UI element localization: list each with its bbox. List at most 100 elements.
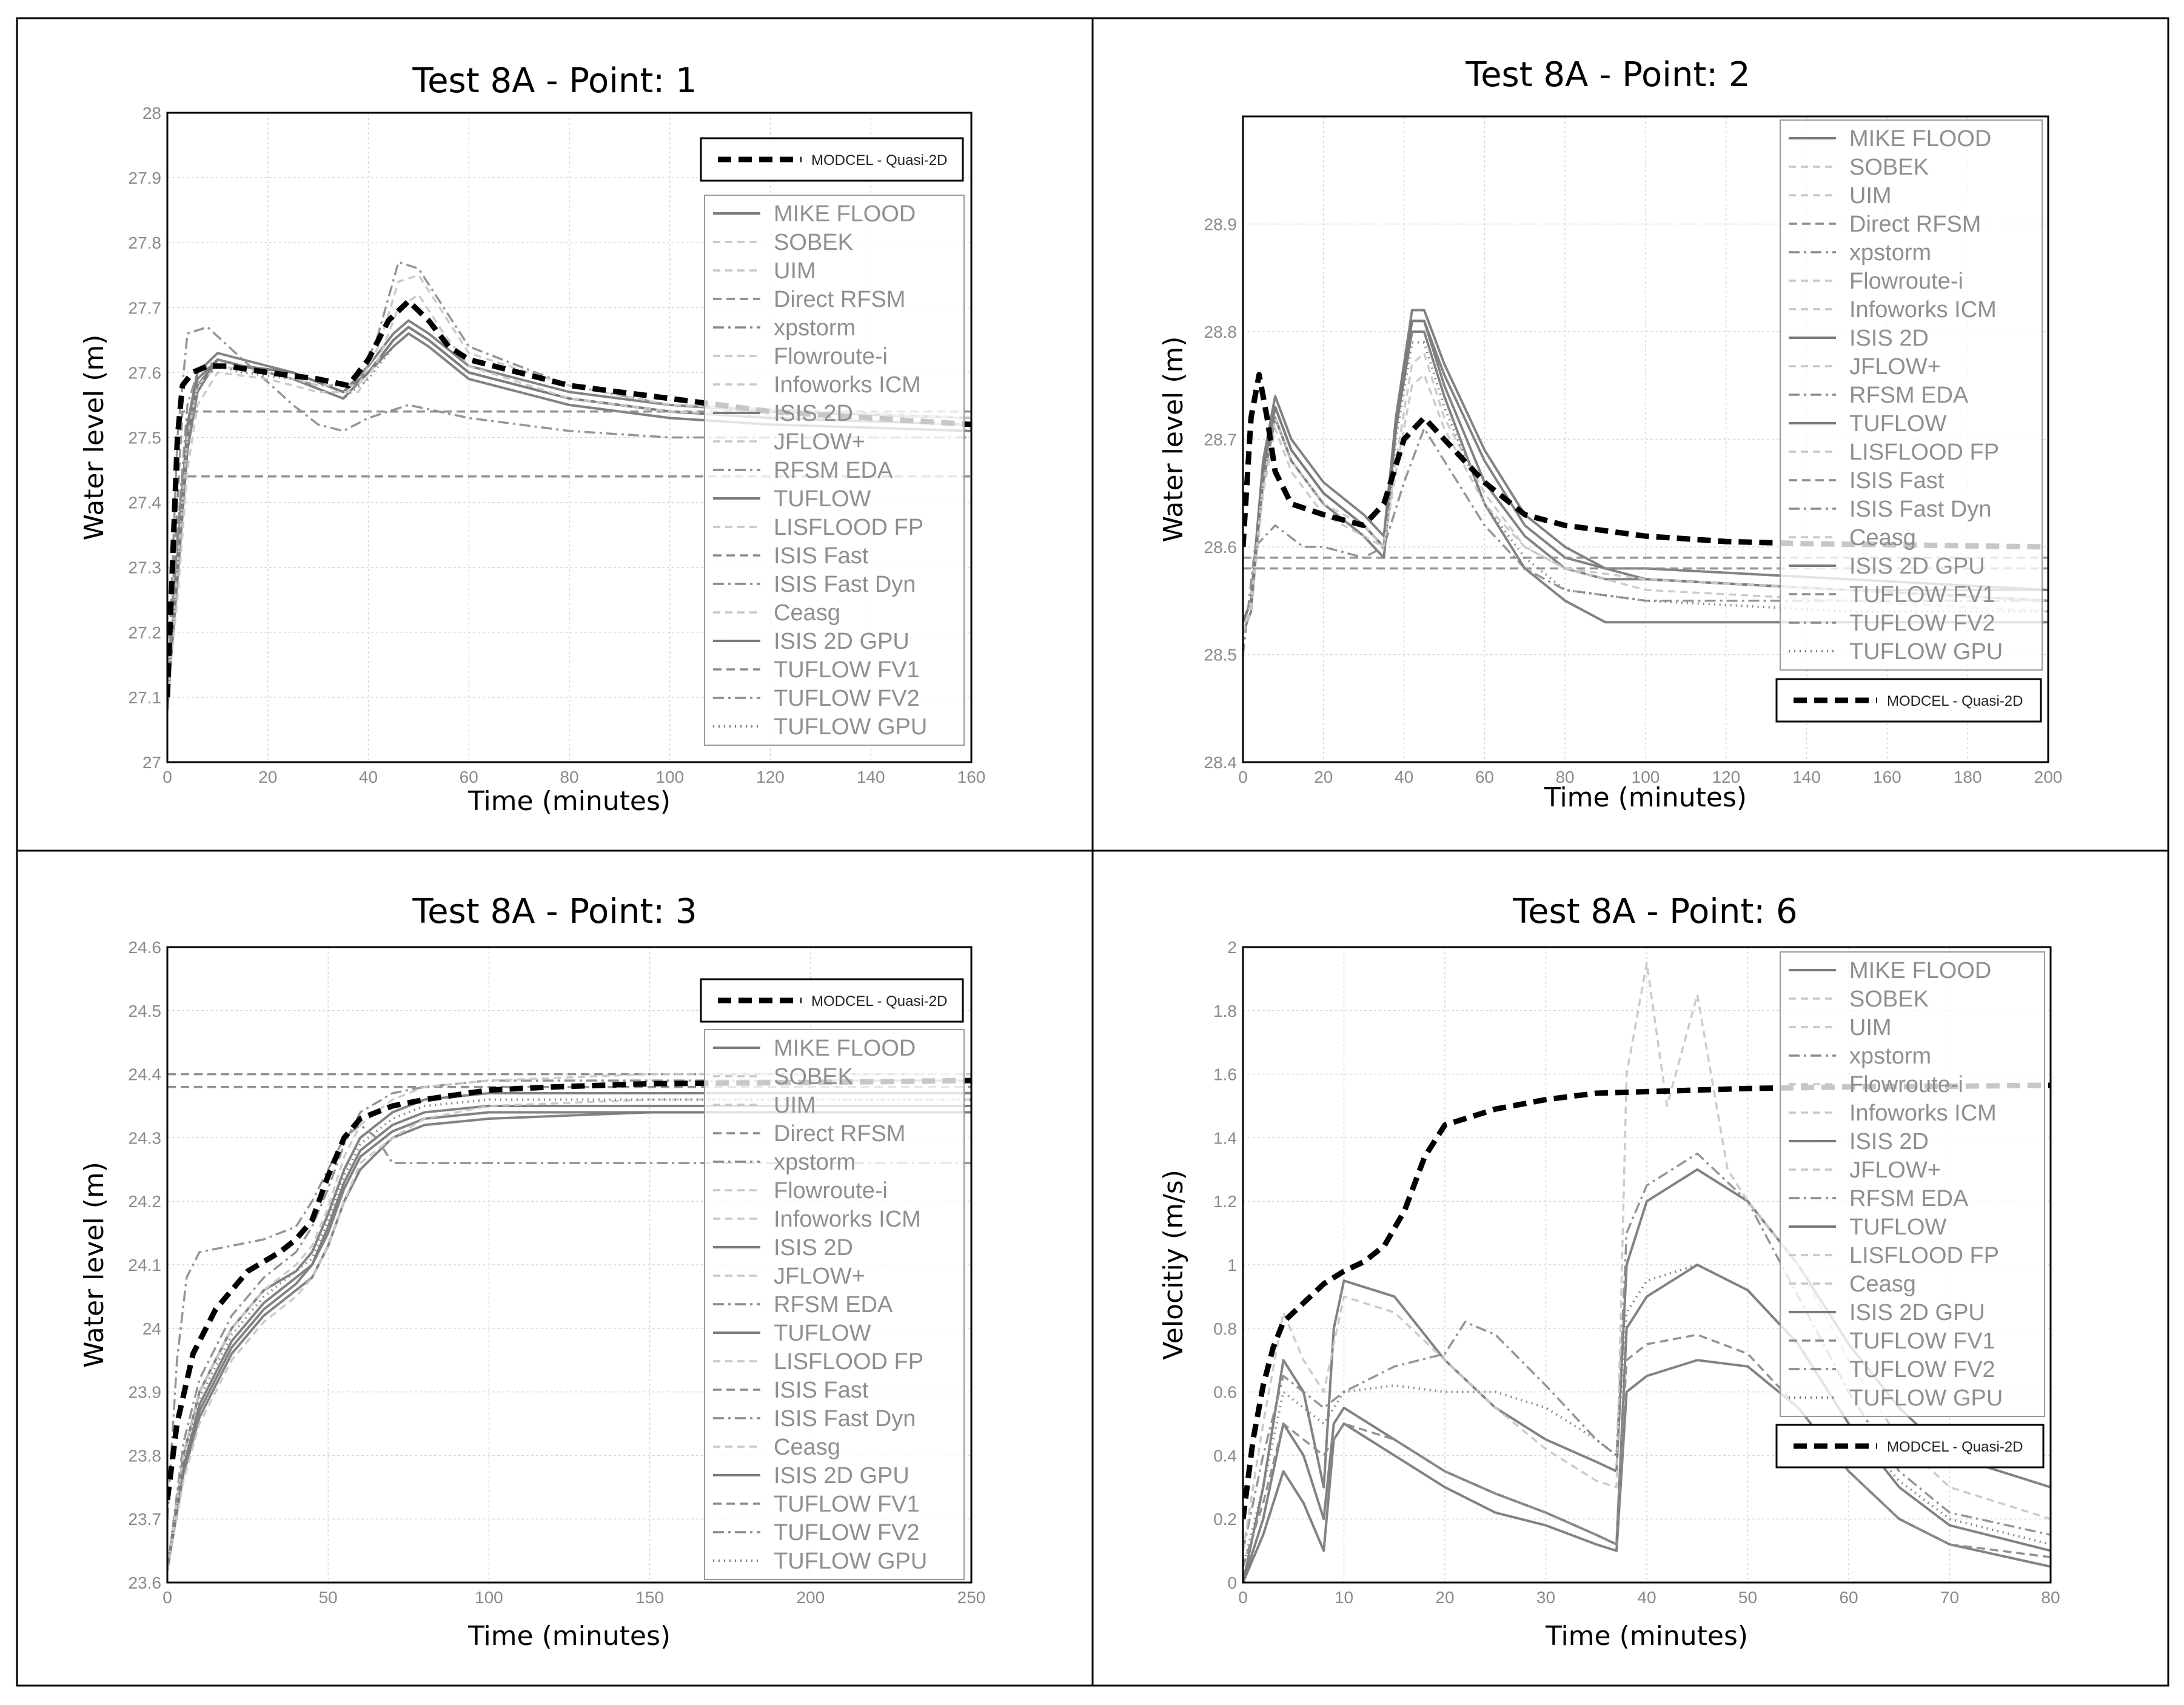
panel-3-x-tick-label: 200 [796,1588,825,1607]
panel-4-y-tick-label: 1.8 [1213,1002,1237,1020]
panel-2-legend-label-lisflood-fp: LISFLOOD FP [1849,440,1999,465]
panel-2-series-jflow [1243,373,2048,634]
panel-1-y-tick-label: 27.1 [129,688,162,707]
panel-1-legend-label-uim: UIM [774,258,816,284]
panel-1-legend-label-direct-rfsm: Direct RFSM [774,287,905,312]
panel-3-legend-label-isis-2d-gpu: ISIS 2D GPU [774,1463,909,1489]
panel-1-legend-box [704,195,965,746]
panel-3-y-tick-label: 23.9 [129,1383,162,1402]
panel-3-series-modcel-quasi-2d [167,1077,971,1501]
panel-4-x-tick-label: 60 [1839,1588,1858,1607]
panel-4-x-tick-label: 70 [1940,1588,1959,1607]
panel-2: Test 8A - Point: 2 0 20 40 60 80 100 120 140 160 1… [1158,55,2062,813]
panel-1-x-tick-label: 140 [857,768,885,786]
panel-1-x-tick-label: 20 [258,768,277,786]
panel-1-legend-label-tuflow: TUFLOW [774,486,871,512]
panel-2-legend-label-sobek: SOBEK [1849,155,1929,180]
panel-4-legend-label-infoworks-icm: Infoworks ICM [1849,1100,1997,1126]
panel-2-series-isis-2d-gpu [1243,320,2048,623]
panel-3-y-tick-label: 24.2 [129,1192,162,1211]
panel-2-y-tick-label: 28.6 [1204,538,1238,557]
panel-3-series-isis-2d-gpu [167,1111,971,1570]
panel-1-x-tick-label: 160 [957,768,986,786]
panel-4-legend-label-isis-2d: ISIS 2D [1849,1129,1929,1154]
panel-4-x-tick-label: 40 [1637,1588,1656,1607]
panel-2-legend-label-mike-flood: MIKE FLOOD [1849,126,1991,152]
panel-2-x-tick-label: 60 [1475,768,1494,786]
panel-3-series-sobek [167,1073,971,1570]
panel-4-legend-label-tuflow-gpu: TUFLOW GPU [1849,1385,2003,1411]
panel-4-y-tick-label: 1.2 [1213,1192,1237,1211]
panel-4-y-axis-label: Velocitiy (m/s) [1158,1170,1189,1360]
panel-1-legend-label-tuflow-fv2: TUFLOW FV2 [774,686,920,711]
panel-3-legend-label-mike-flood: MIKE FLOOD [774,1036,916,1061]
panel-2-x-tick-label: 180 [1954,768,1982,786]
panel-1-y-tick-label: 27.5 [129,429,162,447]
panel-2-legend-label-tuflow-gpu: TUFLOW GPU [1849,639,2003,665]
panel-1-legend-label-isis-fast: ISIS Fast [774,543,869,569]
panel-1-x-tick-label: 100 [655,768,684,786]
panel-1-legend-label-sobek: SOBEK [774,230,853,255]
panel-2-x-tick-label: 40 [1395,768,1413,786]
panel-3-legend-label-tuflow-gpu: TUFLOW GPU [774,1549,927,1574]
panel-3-legend-label-rfsm-eda: RFSM EDA [774,1292,893,1318]
panel-2-series-modcel-quasi-2d [1243,372,2048,550]
panel-3-title: Test 8A - Point: 3 [412,892,697,931]
panel-4-y-tick-label: 0.6 [1213,1383,1237,1402]
panel-3-x-axis-label: Time (minutes) [467,1621,671,1652]
panel-2-legend-label-ceasg: Ceasg [1849,525,1916,551]
panel-3-legend-label-xpstorm: xpstorm [774,1150,856,1175]
panel-4-title: Test 8A - Point: 6 [1512,892,1797,931]
panel-3-series-group [167,1073,971,1570]
panel-1-legend: MIKE FLOOD SOBEK UIM Direct RFSM xpstorm Flow… [704,195,965,746]
panel-3-legend-label-isis-fast-dyn: ISIS Fast Dyn [774,1406,916,1432]
panel-2-legend: MIKE FLOOD SOBEK UIM Direct RFSM xpstorm Flow… [1780,119,2043,671]
panel-4: Test 8A - Point: 6 0 10 20 30 40 50 60 70 80 0 0.2 0… [1158,892,2060,1652]
panel-3-legend-modcel-label: MODCEL - Quasi-2D [811,993,947,1010]
panel-2-legend-label-tuflow: TUFLOW [1849,411,1947,437]
panel-1-series-isis-2d [167,319,971,698]
panel-4-legend-label-tuflow-fv1: TUFLOW FV1 [1849,1328,1995,1354]
panel-2-x-tick-label: 20 [1314,768,1333,786]
panel-3-series-isis-2d [167,1105,971,1570]
panel-1-y-tick-label: 28 [142,104,161,122]
panel-4-x-tick-label: 30 [1536,1588,1555,1607]
panel-2-legend-label-isis-2d: ISIS 2D [1849,326,1929,351]
panel-1-legend-label-isis-fast-dyn: ISIS Fast Dyn [774,572,916,597]
panel-2-x-tick-label: 120 [1712,768,1740,786]
panel-1-y-tick-label: 27.8 [129,233,162,252]
panel-3-x-tick-label: 150 [635,1588,664,1607]
panel-1-legend-modcel: MODCEL - Quasi-2D [700,137,964,182]
panel-3-legend: MIKE FLOOD SOBEK UIM Direct RFSM xpstorm Flow… [704,1029,965,1580]
panel-2-x-axis-label: Time (minutes) [1544,782,1747,813]
panel-1-x-axis-label: Time (minutes) [467,786,671,817]
panel-3-plot-frame [166,946,973,1584]
panel-3-y-tick-label: 23.7 [129,1510,162,1529]
panel-4-x-tick-label: 10 [1335,1588,1353,1607]
panel-4-x-tick-label: 50 [1738,1588,1757,1607]
panel-3-legend-label-jflow: JFLOW+ [774,1264,865,1289]
panel-2-legend-label-jflow: JFLOW+ [1849,354,1941,380]
panel-4-legend-modcel-label: MODCEL - Quasi-2D [1887,1439,2023,1455]
panel-1-series-xpstorm [167,261,971,698]
panel-1: Test 8A - Point: 1 0 20 40 60 80 100 120 140 160 2… [79,61,985,817]
panel-3-y-tick-label: 24.3 [129,1128,162,1147]
panel-4-y-tick-label: 1 [1227,1256,1237,1275]
panel-4-series-modcel-quasi-2d [1243,1082,2051,1519]
panel-1-series-group [167,261,971,711]
panel-1-series-isis-fast-dyn [167,326,971,697]
panel-1-legend-label-flowroute-i: Flowroute-i [774,344,888,369]
panel-4-legend-label-lisflood-fp: LISFLOOD FP [1849,1243,1999,1268]
panel-3-legend-label-tuflow: TUFLOW [774,1321,871,1346]
panel-1-y-tick-label: 27.9 [129,169,162,187]
panel-1-legend-label-jflow: JFLOW+ [774,429,865,455]
panel-1-legend-label-lisflood-fp: LISFLOOD FP [774,515,923,540]
panel-3-legend-box [704,1029,965,1580]
panel-2-legend-box [1780,119,2043,671]
panel-2-plot-frame [1242,115,2049,763]
panel-2-y-tick-label: 28.7 [1204,430,1238,449]
panel-1-legend-label-xpstorm: xpstorm [774,315,856,341]
panel-4-series-tuflow-gpu [1243,1264,2051,1567]
panel-2-legend-label-isis-fast-dyn: ISIS Fast Dyn [1849,497,1991,522]
